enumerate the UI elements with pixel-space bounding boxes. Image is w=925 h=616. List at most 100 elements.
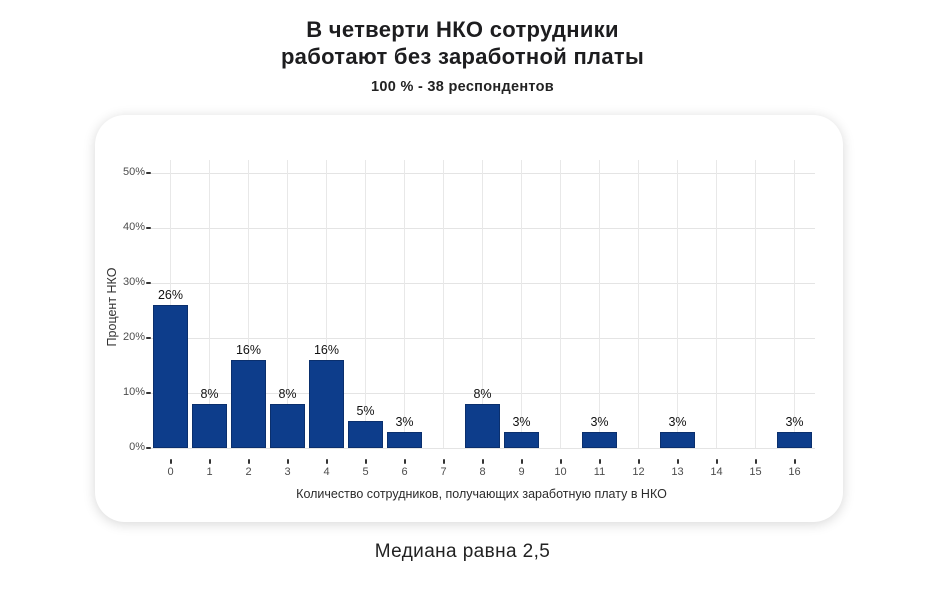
x-tick-label: 10	[554, 466, 567, 478]
x-tick-label: 2	[245, 466, 252, 478]
x-tick-mark	[754, 459, 757, 464]
x-tick-mark	[598, 459, 601, 464]
x-tick-mark	[793, 459, 796, 464]
gridline-h	[148, 448, 815, 449]
gridline-v	[248, 160, 249, 448]
bar	[387, 431, 422, 448]
x-tick-label: 4	[323, 466, 330, 478]
y-tick-mark	[146, 447, 151, 449]
gridline-h	[148, 173, 815, 174]
bar-value-label: 8%	[278, 387, 297, 401]
bar	[504, 431, 539, 448]
gridline-h	[148, 338, 815, 339]
y-tick-mark	[146, 392, 151, 394]
gridline-v	[677, 160, 678, 448]
x-tick-label: 14	[710, 466, 723, 478]
x-tick-label: 15	[749, 466, 762, 478]
x-tick-label: 0	[167, 466, 174, 478]
y-axis-title: Процент НКО	[105, 267, 119, 347]
gridline-v	[365, 160, 366, 448]
x-tick-label: 1	[206, 466, 213, 478]
bar-value-label: 8%	[200, 387, 219, 401]
y-tick-label: 10%	[122, 386, 145, 398]
x-tick-mark	[520, 459, 523, 464]
y-tick-mark	[146, 172, 151, 174]
gridline-v	[560, 160, 561, 448]
gridline-v	[326, 160, 327, 448]
gridline-h	[148, 283, 815, 284]
x-tick-label: 11	[593, 466, 606, 478]
gridline-h	[148, 228, 815, 229]
bar	[231, 360, 266, 448]
x-tick-mark	[364, 459, 367, 464]
median-caption: Медиана равна 2,5	[374, 541, 551, 562]
y-tick-label: 0%	[129, 441, 145, 453]
bar-value-label: 3%	[590, 414, 609, 429]
gridline-v	[482, 160, 483, 448]
x-tick-mark	[208, 459, 211, 464]
x-tick-mark	[559, 459, 562, 464]
x-tick-label: 3	[284, 466, 291, 478]
bar	[153, 305, 188, 448]
x-tick-label: 9	[518, 466, 525, 478]
x-tick-mark	[715, 459, 718, 464]
x-tick-mark	[169, 459, 172, 464]
x-tick-label: 5	[362, 466, 369, 478]
bar	[660, 431, 695, 448]
gridline-v	[287, 160, 288, 448]
gridline-v	[209, 160, 210, 448]
bar-value-label: 16%	[235, 343, 262, 357]
x-axis-title: Количество сотрудников, получающих зараб…	[296, 487, 667, 501]
bar-value-label: 3%	[395, 414, 414, 429]
gridline-h	[148, 393, 815, 394]
x-tick-mark	[676, 459, 679, 464]
chart-title-line2: работают без заработной платы	[280, 44, 645, 69]
bar-value-label: 8%	[473, 387, 492, 401]
y-tick-label: 50%	[122, 166, 145, 178]
bar-value-label: 3%	[512, 414, 531, 429]
gridline-v	[599, 160, 600, 448]
bar-value-label: 26%	[157, 288, 184, 302]
x-tick-mark	[286, 459, 289, 464]
plot-panel: 0% 10% 20% 30% 40% 50% 0 26% 1 8% 2 16% 3 8% 4 16% 5 5% 6 3…	[95, 115, 843, 522]
gridline-v	[638, 160, 639, 448]
bar-value-label: 3%	[785, 414, 804, 429]
gridline-v	[404, 160, 405, 448]
chart-subtitle: 100 % - 38 респондентов	[371, 79, 554, 95]
chart-title: В четверти НКО сотрудники работают без з…	[0, 16, 925, 70]
y-tick-mark	[146, 337, 151, 339]
bar	[192, 404, 227, 448]
x-tick-mark	[637, 459, 640, 464]
x-tick-label: 16	[788, 466, 801, 478]
y-tick-mark	[146, 227, 151, 229]
chart-title-line1: В четверти НКО сотрудники	[306, 17, 619, 42]
gridline-v	[794, 160, 795, 448]
gridline-v	[521, 160, 522, 448]
bar	[582, 431, 617, 448]
chart-card: 0% 10% 20% 30% 40% 50% 0 26% 1 8% 2 16% 3 8% 4 16% 5 5% 6 3…	[95, 115, 843, 522]
x-tick-label: 6	[401, 466, 408, 478]
x-tick-label: 13	[671, 466, 684, 478]
bar	[777, 431, 812, 448]
bar-value-label: 3%	[668, 414, 687, 429]
x-tick-label: 8	[479, 466, 486, 478]
x-tick-label: 7	[440, 466, 447, 478]
bar-value-label: 16%	[313, 343, 340, 357]
y-tick-mark	[146, 282, 151, 284]
x-tick-mark	[403, 459, 406, 464]
x-tick-mark	[247, 459, 250, 464]
gridline-v	[170, 160, 171, 448]
bar	[309, 360, 344, 448]
x-tick-mark	[325, 459, 328, 464]
gridline-v	[755, 160, 756, 448]
y-tick-label: 20%	[122, 331, 145, 343]
x-tick-label: 12	[632, 466, 645, 478]
bar-value-label: 5%	[356, 403, 375, 418]
bar	[270, 404, 305, 448]
y-tick-label: 40%	[122, 221, 145, 233]
x-tick-mark	[442, 459, 445, 464]
gridline-v	[716, 160, 717, 448]
x-tick-mark	[481, 459, 484, 464]
y-tick-label: 30%	[122, 276, 145, 288]
